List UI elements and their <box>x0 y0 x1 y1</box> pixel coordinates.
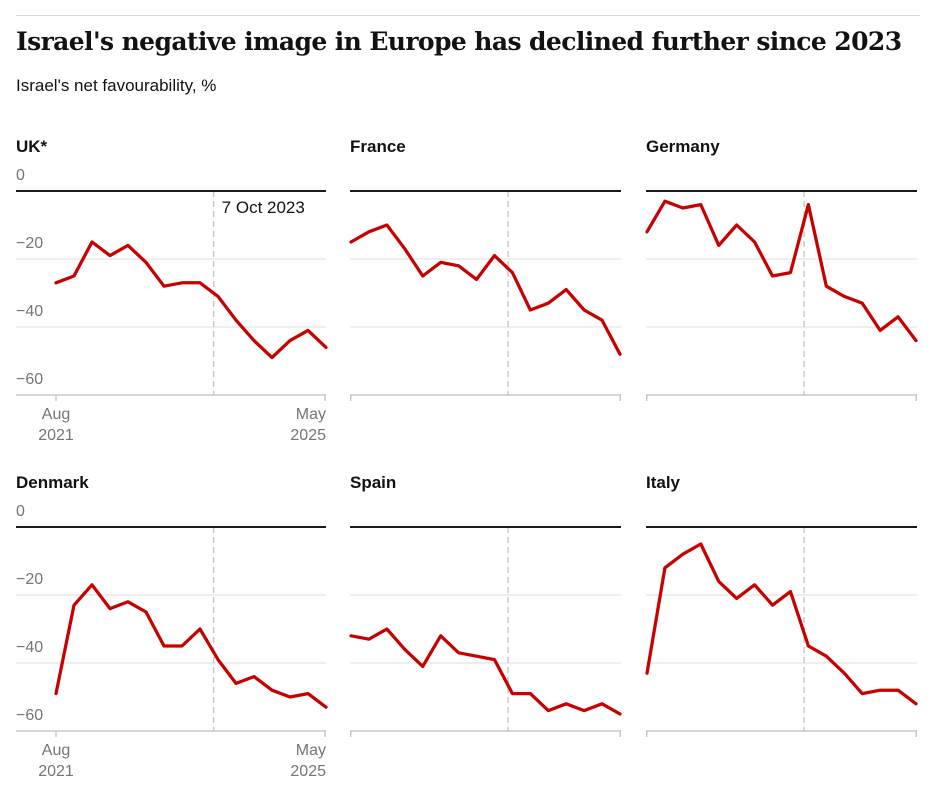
chart-title: Israel's negative image in Europe has de… <box>16 27 902 56</box>
favourability-line <box>349 627 622 716</box>
y-tick-label: −60 <box>16 371 44 388</box>
y-tick-label: 0 <box>16 167 25 184</box>
panel-plot-spain <box>349 526 622 737</box>
panel-title-uk: UK* <box>16 137 48 156</box>
y-tick-label: −20 <box>16 235 44 252</box>
panel-plot-france <box>349 190 622 401</box>
panel-title-spain: Spain <box>350 473 397 492</box>
x-tick-label: Aug 2021 <box>38 406 74 444</box>
panel-uk: UK* 0 −20 −40 −60 Aug 2021 May 2025 7 Oct 2023 <box>16 137 328 459</box>
panel-title-italy: Italy <box>646 473 681 492</box>
chart-subtitle: Israel's net favourability, % <box>16 76 217 95</box>
y-tick-label: −20 <box>16 571 44 588</box>
y-tick-label: −60 <box>16 707 44 724</box>
favourability-line <box>645 542 918 706</box>
panel-plot-denmark <box>16 526 328 737</box>
event-date-annotation: 7 Oct 2023 <box>221 198 305 217</box>
x-tick-label: May 2025 <box>290 742 326 780</box>
favourability-line <box>54 240 328 360</box>
panel-france: France <box>349 137 622 459</box>
favourability-line <box>349 223 622 356</box>
y-tick-label: −40 <box>16 639 44 656</box>
panel-germany: Germany <box>645 137 918 459</box>
panel-plot-germany <box>645 190 918 401</box>
x-tick-label: Aug 2021 <box>38 742 74 780</box>
panel-italy: Italy <box>645 473 918 795</box>
favourability-line <box>54 583 328 709</box>
panel-title-denmark: Denmark <box>16 473 89 492</box>
x-tick-label: May 2025 <box>290 406 326 444</box>
panel-title-france: France <box>350 137 406 156</box>
top-rule <box>16 15 920 16</box>
y-tick-label: 0 <box>16 503 25 520</box>
panel-plot-italy <box>645 526 918 737</box>
favourability-line <box>645 199 918 343</box>
panel-title-germany: Germany <box>646 137 720 156</box>
panel-plot-uk <box>16 190 328 401</box>
panel-denmark: Denmark 0 −20 −40 −60 Aug 2021 May 2025 <box>16 473 328 795</box>
panel-spain: Spain <box>349 473 622 795</box>
y-tick-label: −40 <box>16 303 44 320</box>
